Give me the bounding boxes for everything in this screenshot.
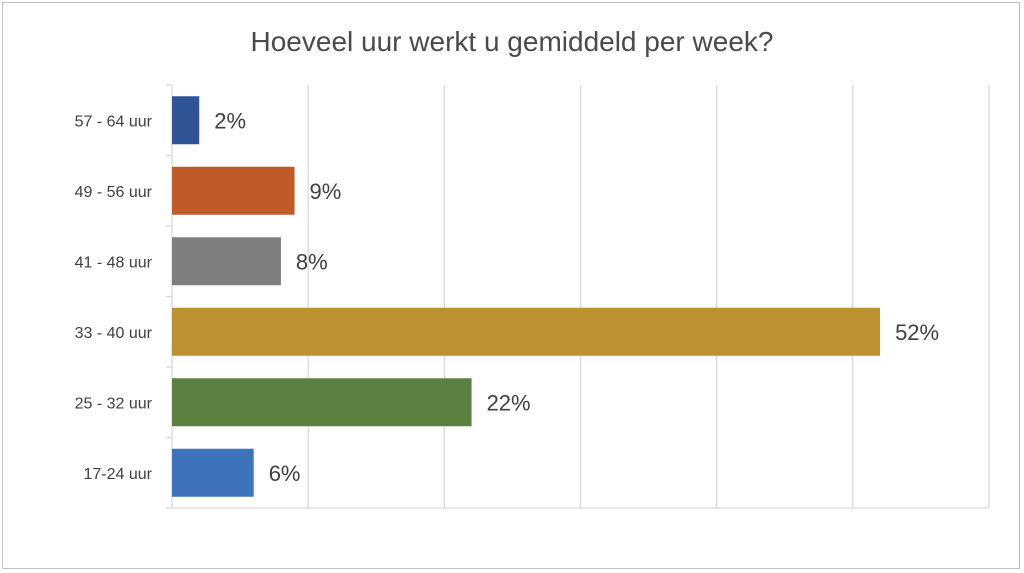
data-label-4: 22% xyxy=(487,390,531,415)
bar-0 xyxy=(172,96,200,145)
bar-4 xyxy=(172,378,472,427)
bar-3 xyxy=(172,307,881,356)
data-label-1: 9% xyxy=(310,179,342,204)
category-label-2: 41 - 48 uur xyxy=(75,254,153,271)
bar-2 xyxy=(172,237,281,286)
data-label-2: 8% xyxy=(296,249,328,274)
data-label-5: 6% xyxy=(269,461,301,486)
category-label-4: 25 - 32 uur xyxy=(75,395,153,412)
data-label-3: 52% xyxy=(895,320,939,345)
bar-1 xyxy=(172,166,295,215)
category-label-0: 57 - 64 uur xyxy=(75,113,153,130)
category-label-1: 49 - 56 uur xyxy=(75,184,153,201)
bar-5 xyxy=(172,448,254,497)
chart-title: Hoeveel uur werkt u gemiddeld per week? xyxy=(250,26,774,57)
category-label-5: 17-24 uur xyxy=(84,466,153,483)
data-label-0: 2% xyxy=(214,108,246,133)
category-label-3: 33 - 40 uur xyxy=(75,325,153,342)
